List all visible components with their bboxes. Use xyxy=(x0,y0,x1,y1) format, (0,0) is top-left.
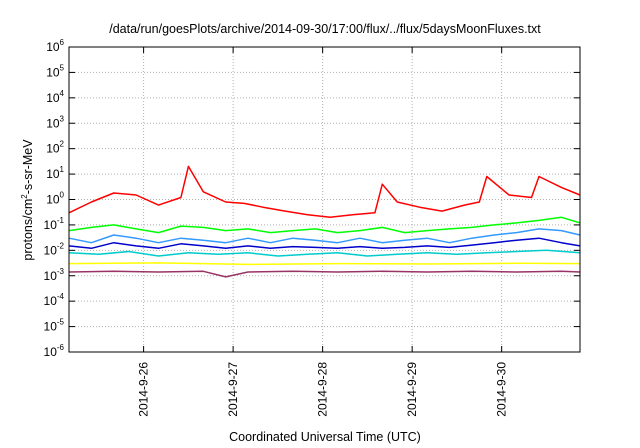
grid-layer xyxy=(69,46,580,353)
y-tick-label: 102 xyxy=(46,140,64,156)
series-layer xyxy=(68,165,581,278)
x-tick-label: 2014-9-30 xyxy=(495,362,509,417)
series-line-4 xyxy=(68,237,581,250)
series-line-7 xyxy=(68,270,581,278)
x-tick-labels: 2014-9-26 2014-9-27 2014-9-28 2014-9-29 2014… xyxy=(137,362,509,417)
series-line-5 xyxy=(68,249,581,257)
y-tick-label: 103 xyxy=(46,114,64,130)
y-tick-label: 10-6 xyxy=(44,343,65,359)
y-tick-label: 10-1 xyxy=(44,216,65,232)
x-tick-label: 2014-9-29 xyxy=(405,362,419,417)
chart-title: /data/run/goesPlots/archive/2014-09-30/1… xyxy=(109,22,541,36)
y-tick-labels: 10-6 10-5 10-4 10-3 10-2 10-1 100 101 102 103 104 1… xyxy=(44,38,65,359)
series-line-3 xyxy=(68,228,581,244)
series-line-6 xyxy=(68,262,581,266)
x-tick-label: 2014-9-27 xyxy=(226,362,240,417)
series-line-1 xyxy=(68,165,581,219)
y-tick-label: 10-5 xyxy=(44,318,65,334)
x-axis-label: Coordinated Universal Time (UTC) xyxy=(229,430,421,444)
y-tick-label: 10-2 xyxy=(44,241,65,257)
y-tick-label: 10-4 xyxy=(44,292,65,308)
y-tick-label: 104 xyxy=(46,89,64,105)
y-tick-label: 105 xyxy=(46,63,64,79)
y-axis-label: protons/cm2-s-sr-MeV xyxy=(20,139,35,261)
y-tick-label: 100 xyxy=(46,191,64,207)
y-tick-label: 101 xyxy=(46,165,64,181)
series-line-2 xyxy=(68,216,581,234)
x-tick-label: 2014-9-28 xyxy=(316,362,330,417)
x-tick-label: 2014-9-26 xyxy=(137,362,151,417)
plot-frame xyxy=(68,46,581,353)
y-tick-label: 106 xyxy=(46,38,64,54)
y-tick-label: 10-3 xyxy=(44,267,65,283)
